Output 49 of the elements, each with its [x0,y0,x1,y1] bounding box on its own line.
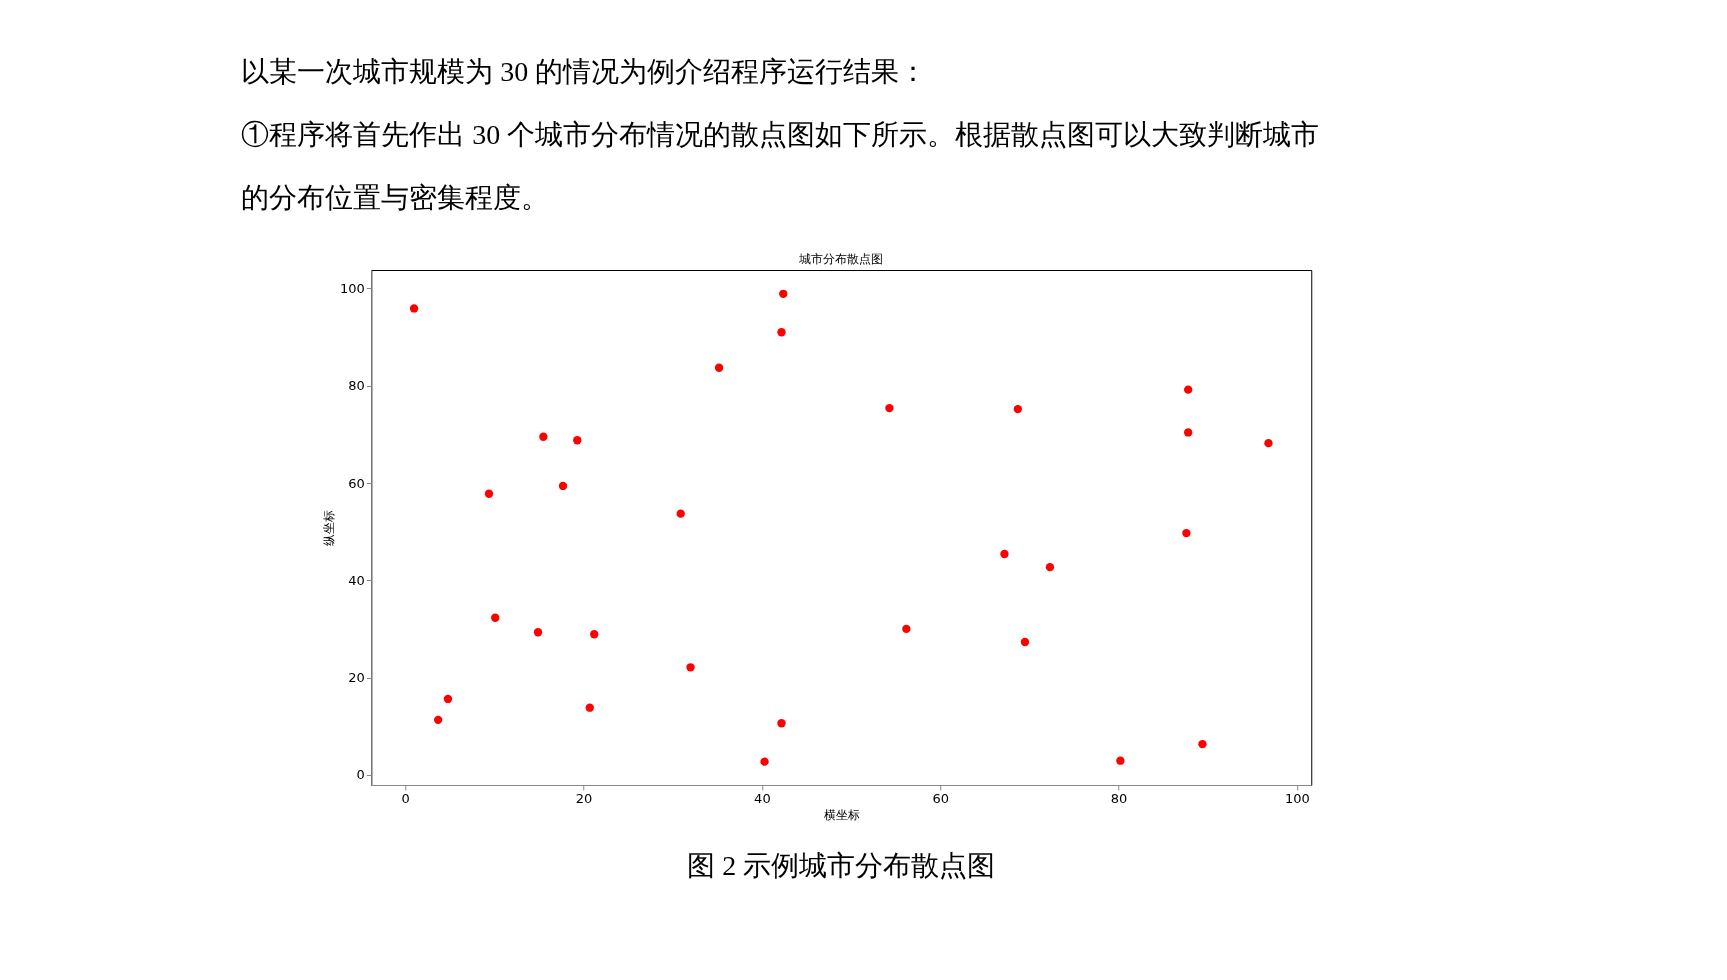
point [1182,528,1191,538]
y-tick-label: 40 [348,572,365,588]
point [760,757,769,766]
y-tick-label: 0 [356,767,365,783]
point [714,363,724,372]
caption: 图 2 示例城市分布散点图 [687,850,996,881]
x-tick-label: 40 [754,790,771,806]
point [558,481,568,491]
point [1013,404,1023,414]
point [533,628,543,637]
point [1116,756,1125,765]
y-axis-title: 纵坐标 [321,510,336,546]
x-tick-label: 0 [401,790,410,806]
point [777,328,786,337]
text: ①程序将首先作出 30 个城市分布情况的散点图如下所示。根据散点图可以大致判断城市 [241,119,1320,150]
point [1020,637,1030,647]
point [433,715,443,725]
point [409,304,419,313]
point [1000,549,1009,559]
point [590,630,599,639]
point [484,489,494,498]
point [686,663,695,672]
point [1183,385,1193,394]
point [902,624,911,634]
y-tick-label: 60 [348,475,365,491]
point [676,509,685,518]
point [491,613,500,622]
chart-title: 城市分布散点图 [798,252,884,266]
text: 以某一次城市规模为 30 的情况为例介绍程序运行结果： [241,55,928,87]
x-tick-label: 20 [575,790,593,806]
y-tick-label: 20 [348,670,365,686]
point [885,403,894,413]
point [1045,562,1055,572]
x-tick-label: 80 [1110,790,1128,806]
point [1198,739,1207,749]
point [539,432,548,441]
point [1264,438,1273,448]
point [1183,428,1193,437]
point [777,719,786,728]
point [443,694,453,704]
x-tick-label: 60 [932,790,950,806]
y-tick-label: 100 [339,280,365,296]
point [573,436,582,445]
x-axis-title: 横坐标 [823,807,860,822]
text: 的分布位置与密集程度。 [241,182,550,214]
x-tick-label: 100 [1285,790,1310,806]
point [585,703,594,712]
point [779,289,788,298]
y-tick-label: 80 [348,378,365,394]
